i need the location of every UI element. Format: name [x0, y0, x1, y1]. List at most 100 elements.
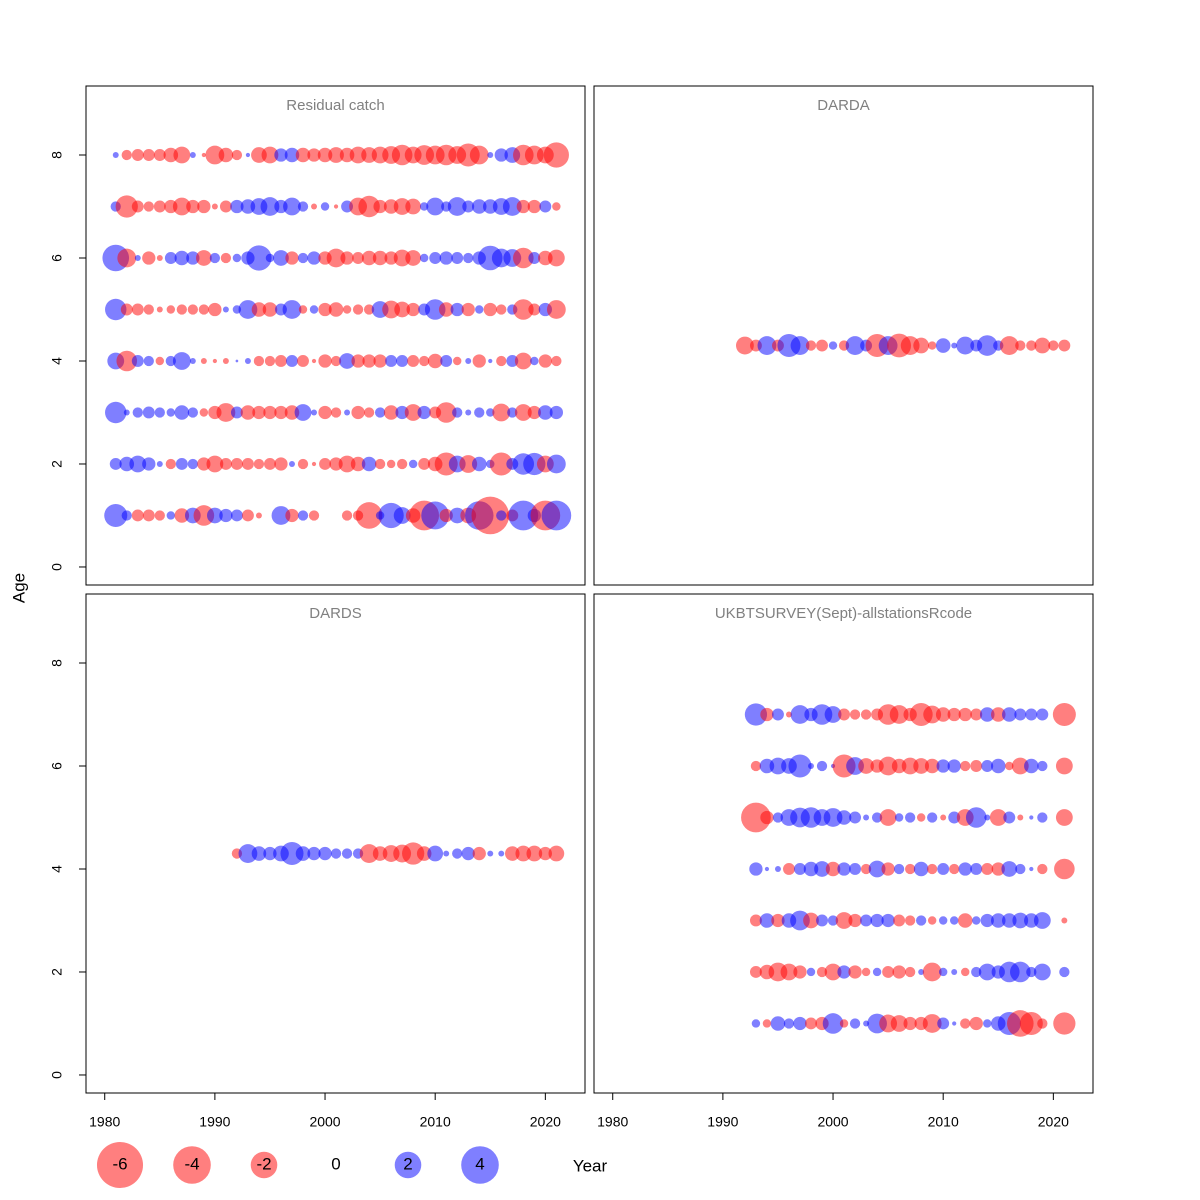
bubble — [496, 355, 507, 367]
bubble — [393, 249, 411, 267]
bubble — [1011, 757, 1029, 775]
bubble — [904, 966, 916, 978]
bubble — [1033, 963, 1051, 981]
bubble — [469, 145, 489, 165]
bubble — [487, 850, 494, 857]
bubble — [940, 814, 947, 821]
bubble — [772, 812, 784, 823]
bubble — [396, 458, 408, 470]
bubble — [916, 915, 927, 926]
bubble — [492, 403, 511, 422]
bubble — [219, 508, 233, 523]
bubble — [459, 455, 478, 473]
bubble — [849, 709, 861, 720]
bubble — [363, 304, 375, 315]
bubble — [958, 862, 972, 876]
bubble — [890, 1015, 908, 1032]
bubble — [513, 299, 534, 320]
bubble — [439, 251, 453, 265]
bubble — [156, 461, 163, 467]
bubble — [983, 1019, 992, 1028]
x-tick-label: 1980 — [597, 1114, 628, 1130]
bubble — [548, 845, 565, 862]
x-tick-label: 2000 — [817, 1114, 848, 1130]
bubble — [1029, 866, 1034, 872]
bubble — [514, 352, 532, 370]
bubble — [507, 407, 518, 418]
bubble — [951, 342, 958, 349]
bubble — [759, 913, 775, 928]
bubble — [200, 358, 207, 364]
x-axis-label: Year — [573, 1156, 608, 1175]
bubble — [971, 966, 982, 978]
bubble — [255, 512, 262, 519]
bubble — [402, 842, 425, 865]
bubble — [904, 812, 916, 823]
bubble — [465, 409, 472, 416]
bubble — [822, 1013, 844, 1034]
bubble — [308, 510, 320, 521]
bubble — [793, 1016, 807, 1031]
bubble — [957, 913, 973, 928]
bubble — [393, 507, 411, 524]
bubble — [808, 763, 814, 769]
bubble — [318, 846, 332, 861]
bubble — [805, 1017, 817, 1030]
bubble — [186, 199, 200, 214]
bubble — [947, 707, 961, 722]
bubble — [419, 253, 429, 263]
bubble — [472, 846, 486, 861]
bubble — [175, 458, 188, 470]
bubble — [502, 197, 522, 216]
bubble — [112, 152, 119, 158]
y-tick-label: 6 — [49, 762, 65, 770]
bubble — [823, 808, 843, 827]
bubble — [449, 507, 466, 524]
bubble — [879, 809, 897, 826]
y-tick-label: 0 — [49, 563, 65, 571]
bubble — [419, 355, 430, 367]
bubble — [496, 304, 507, 315]
bubble — [803, 861, 819, 877]
bubble — [174, 250, 190, 266]
bubble — [837, 965, 851, 979]
bubble — [839, 1019, 849, 1028]
bubble — [1026, 340, 1037, 351]
bubble — [435, 402, 457, 423]
bubble — [123, 409, 130, 416]
bubble — [749, 966, 762, 978]
bubble — [496, 510, 507, 521]
bubble — [935, 707, 951, 722]
bubble — [295, 147, 311, 163]
bubble — [816, 339, 828, 352]
bubble — [806, 967, 816, 977]
bubble — [245, 152, 251, 158]
bubble — [218, 147, 234, 163]
bubble — [294, 404, 312, 421]
bubble — [849, 1018, 861, 1029]
bubble — [297, 252, 309, 264]
bubble — [1015, 863, 1026, 875]
bubble — [212, 358, 217, 364]
bubble — [252, 405, 266, 420]
bubble — [452, 848, 463, 859]
bubble — [1037, 760, 1048, 772]
bubble — [894, 813, 904, 822]
bubble — [744, 703, 768, 726]
bubble — [230, 458, 243, 470]
bubble — [142, 406, 155, 419]
bubble — [900, 336, 920, 355]
bubble — [419, 202, 429, 211]
bubble — [311, 358, 317, 364]
bubble — [935, 338, 951, 353]
bubble — [546, 300, 566, 319]
bubble — [538, 846, 552, 861]
bubble — [351, 405, 365, 420]
bubble — [1019, 1011, 1043, 1035]
bubble — [219, 458, 232, 470]
bubble — [358, 195, 380, 218]
bubble — [418, 458, 431, 470]
bubble — [265, 253, 275, 263]
bubble — [475, 305, 484, 314]
bubble — [187, 304, 198, 315]
